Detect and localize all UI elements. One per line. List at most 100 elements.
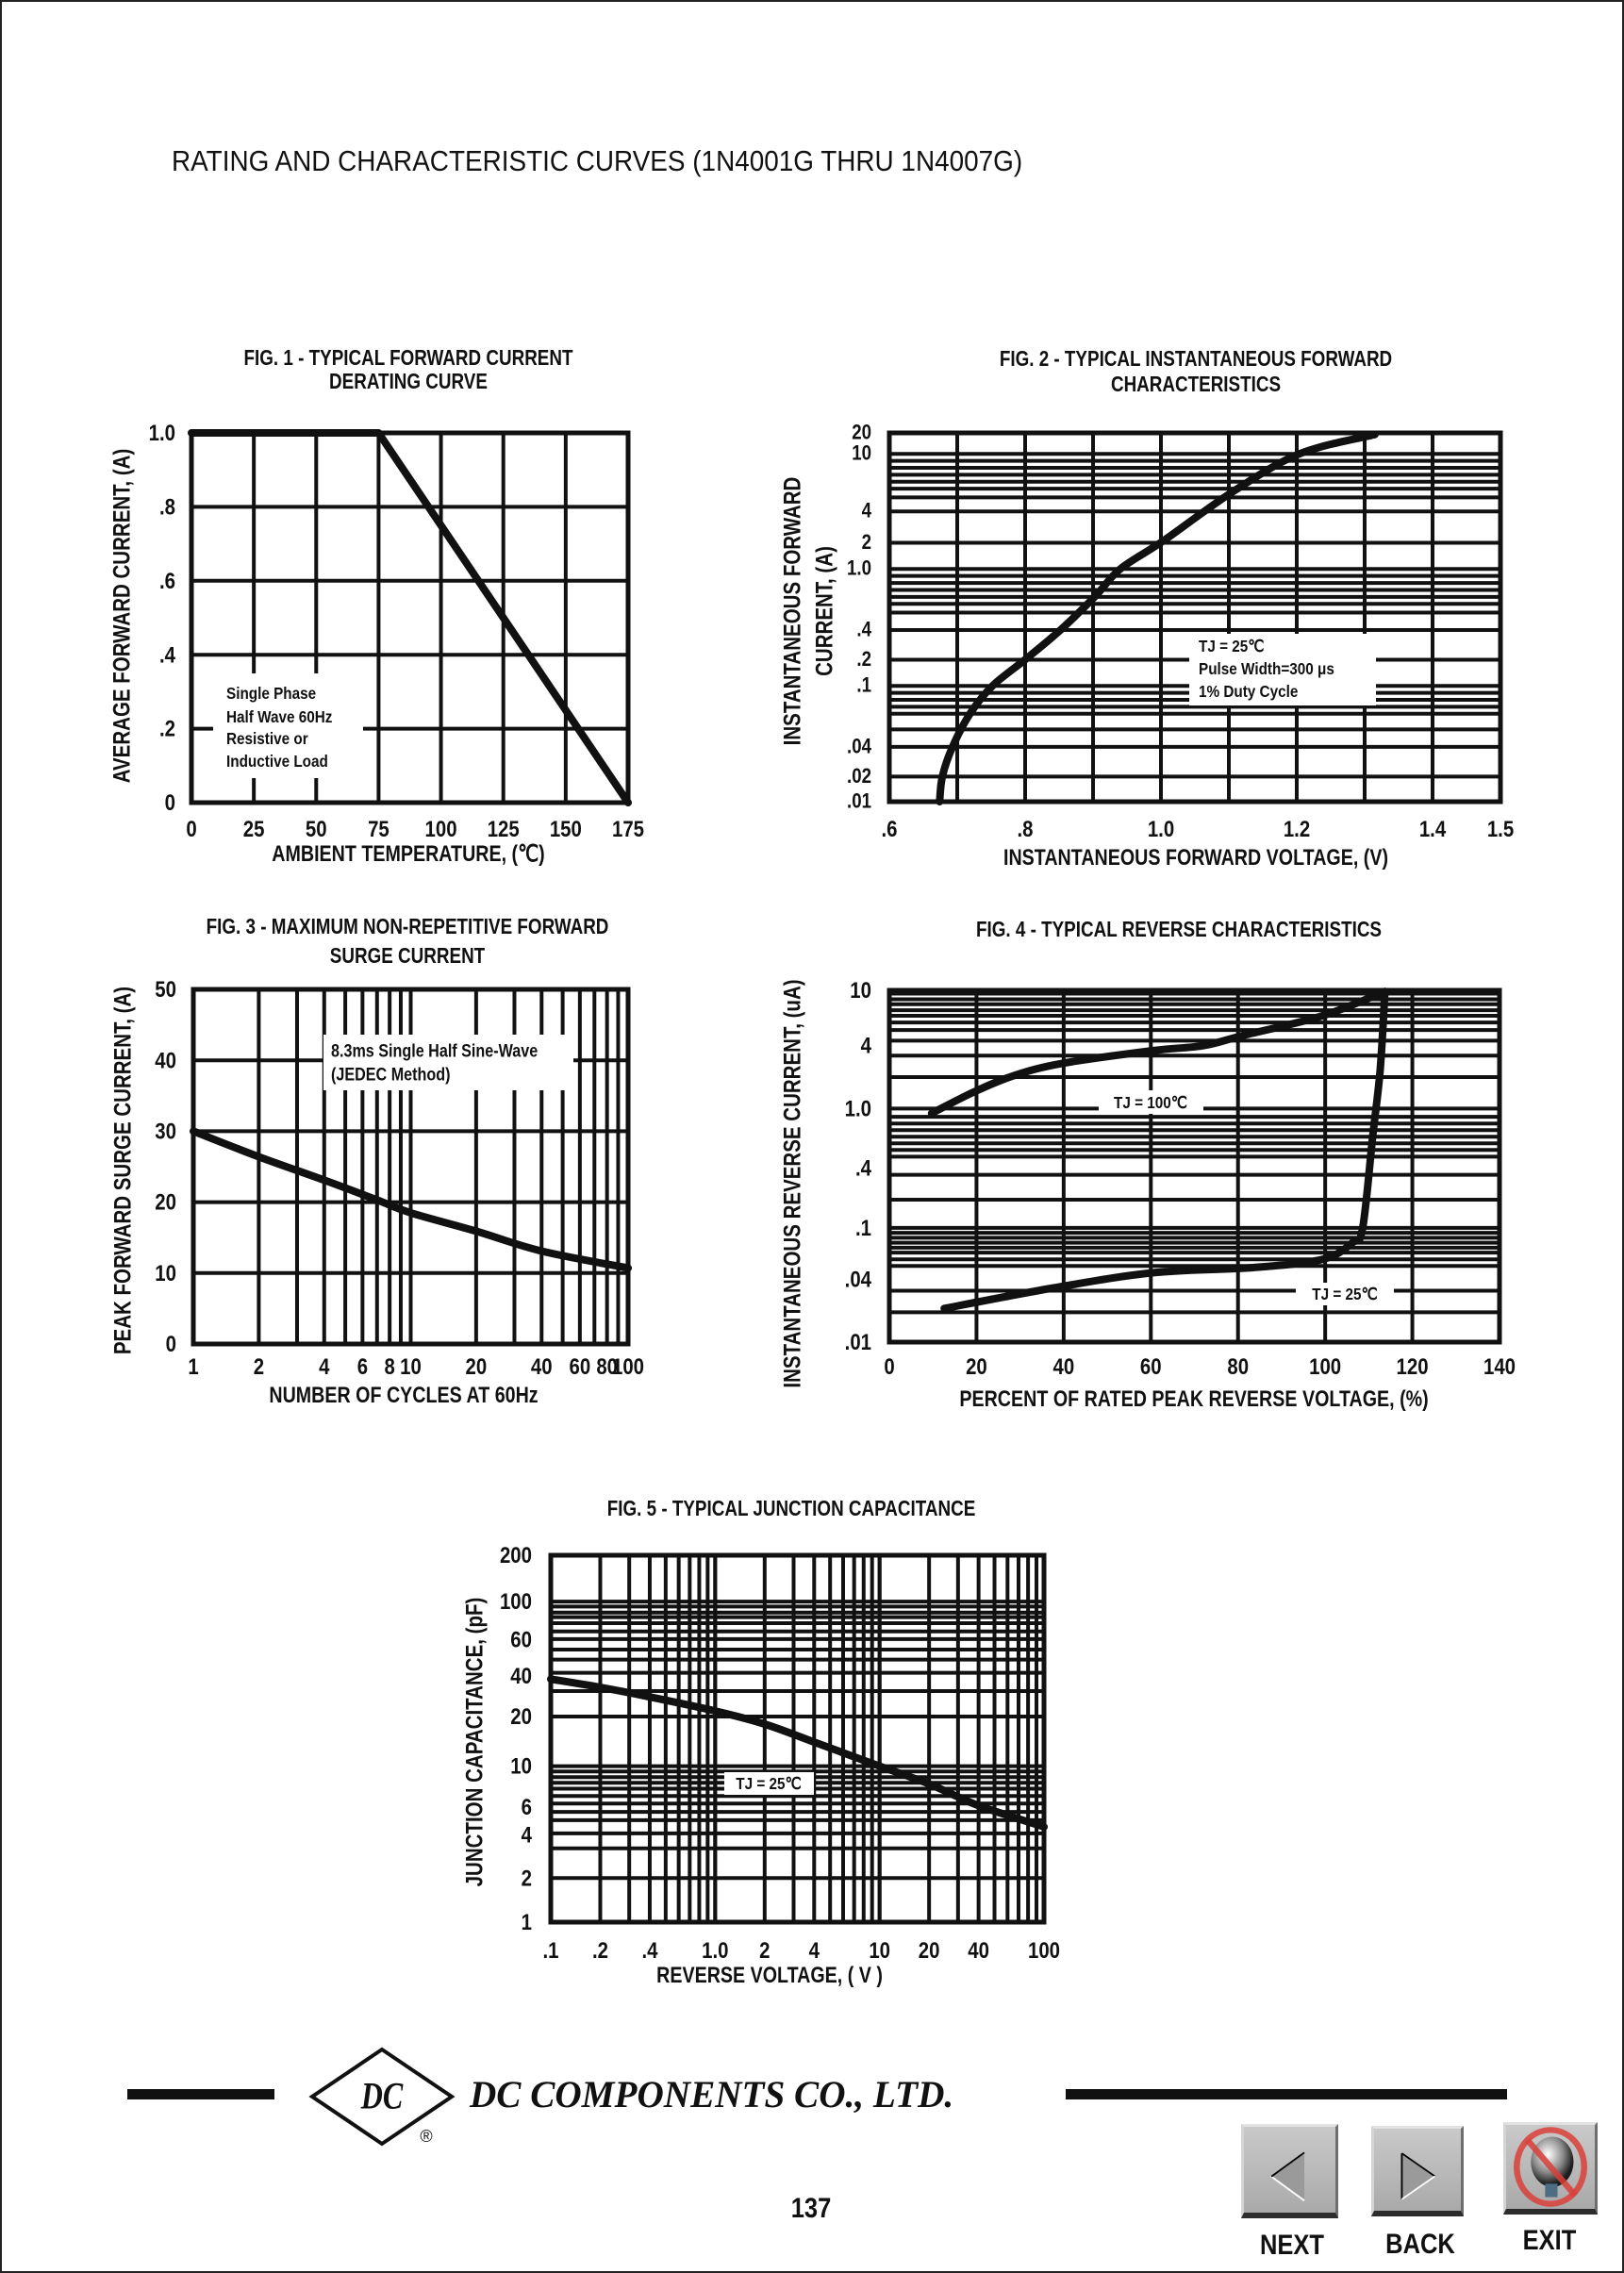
fig3-plot-frame xyxy=(191,987,631,1347)
fig1-x-tick-label: 75 xyxy=(368,817,389,842)
fig3-y-axis-title: PEAK FORWARD SURGE CURRENT, (A) xyxy=(109,987,136,1354)
fig5-x-axis-title: REVERSE VOLTAGE, ( V ) xyxy=(656,1962,883,1987)
fig1-chart: FIG. 1 - TYPICAL FORWARD CURRENTDERATING… xyxy=(108,346,644,866)
fig4-y-tick-label: 1.0 xyxy=(845,1096,871,1121)
fig2-x-tick-label: .6 xyxy=(881,817,897,842)
fig4-title: FIG. 4 - TYPICAL REVERSE CHARACTERISTICS xyxy=(976,918,1382,941)
fig4-x-tick-label: 0 xyxy=(884,1354,894,1380)
fig1-title: FIG. 1 - TYPICAL FORWARD CURRENT xyxy=(243,346,572,370)
logo-monogram: DC xyxy=(360,2075,404,2116)
fig1-y-tick-label: .6 xyxy=(159,568,175,593)
back-label[interactable]: BACK xyxy=(1385,2229,1455,2260)
company-logo: DC ® xyxy=(308,2047,456,2147)
fig4-y-tick-label: .04 xyxy=(845,1267,872,1292)
fig1-y-tick-label: .2 xyxy=(159,716,175,741)
fig5-x-tick-label: 10 xyxy=(869,1938,890,1964)
fig1-series-line xyxy=(188,429,632,806)
fig4-series-label-box xyxy=(1099,1090,1203,1114)
footer-rule-right xyxy=(1066,2089,1507,2099)
fig5-title: FIG. 5 - TYPICAL JUNCTION CAPACITANCE xyxy=(607,1497,976,1520)
fig3-y-tick-label: 50 xyxy=(155,977,176,1003)
fig5-x-tick-label: 2 xyxy=(759,1938,770,1964)
fig1-annotation: Single Phase xyxy=(226,684,316,703)
logo-diamond xyxy=(308,2047,456,2147)
next-button[interactable] xyxy=(1241,2124,1338,2218)
fig1-y-tick-label: .8 xyxy=(159,494,175,520)
fig4-y-tick-label: .01 xyxy=(845,1330,871,1355)
fig4-x-tick-label: 20 xyxy=(966,1354,987,1380)
fig2-y-axis-title: CURRENT, (A) xyxy=(811,546,837,676)
fig4-x-tick-label: 120 xyxy=(1397,1354,1429,1380)
company-name: DC COMPONENTS CO., LTD. xyxy=(469,2074,953,2115)
fig3-chart: FIG. 3 - MAXIMUM NON-REPETITIVE FORWARD S… xyxy=(109,915,644,1407)
fig4-plot-frame xyxy=(887,987,1502,1345)
fig2-annotation: 1% Duty Cycle xyxy=(1199,682,1298,701)
fig5-grid xyxy=(551,1555,1044,1922)
fig4-x-tick-label: 80 xyxy=(1227,1354,1249,1380)
fig2-title: FIG. 2 - TYPICAL INSTANTANEOUS FORWARD xyxy=(1000,347,1392,371)
fig3-annotation-box xyxy=(323,1035,573,1090)
fig2-annotation: Pulse Width=300 μs xyxy=(1199,659,1334,678)
footer-rule-left xyxy=(127,2089,274,2099)
fig3-y-tick-label: 20 xyxy=(155,1189,176,1215)
fig2-grid xyxy=(889,433,1500,802)
fig2-y-tick-label: .1 xyxy=(856,674,871,697)
fig2-y-tick-label: .02 xyxy=(847,766,871,788)
fig3-x-tick-label: 60 xyxy=(570,1354,591,1380)
fig3-x-tick-label: 100 xyxy=(612,1354,644,1380)
fig5-y-tick-label: 10 xyxy=(510,1753,532,1779)
registered-mark: ® xyxy=(420,2127,432,2146)
fig1-x-tick-label: 100 xyxy=(425,817,457,842)
fig2-plot-frame xyxy=(887,430,1503,805)
fig1-title: DERATING CURVE xyxy=(329,370,488,393)
page-number: 137 xyxy=(791,2192,832,2223)
fig1-x-tick-label: 125 xyxy=(488,817,520,842)
no-lightbulb-icon xyxy=(1513,2127,1588,2207)
fig2-x-tick-label: 1.5 xyxy=(1487,817,1514,842)
fig3-x-tick-label: 6 xyxy=(357,1354,368,1380)
next-label[interactable]: NEXT xyxy=(1259,2230,1325,2261)
fig4-series-line xyxy=(927,987,1389,1118)
fig1-y-tick-label: .4 xyxy=(159,642,176,668)
exit-button[interactable] xyxy=(1503,2122,1598,2215)
fig3-series-line xyxy=(190,1127,632,1272)
fig1-x-tick-label: 50 xyxy=(306,817,327,842)
fig1-y-tick-label: 1.0 xyxy=(149,421,175,446)
fig5-y-tick-label: 200 xyxy=(500,1543,532,1568)
fig2-x-tick-label: 1.0 xyxy=(1148,817,1174,842)
exit-label[interactable]: EXIT xyxy=(1522,2225,1577,2256)
fig2-y-tick-label: 1.0 xyxy=(847,557,871,580)
fig5-annotation-box xyxy=(724,1772,814,1795)
fig5-y-tick-label: 6 xyxy=(522,1794,532,1819)
back-button[interactable] xyxy=(1371,2126,1464,2216)
fig3-x-axis-title: NUMBER OF CYCLES AT 60Hz xyxy=(269,1382,538,1407)
fig4-series-label: TJ = 25℃ xyxy=(1312,1285,1378,1303)
fig4-series-label: TJ = 100℃ xyxy=(1114,1093,1187,1112)
fig5-x-tick-label: 1.0 xyxy=(702,1938,728,1964)
fig3-y-tick-label: 40 xyxy=(155,1048,176,1073)
fig4-x-axis-title: PERCENT OF RATED PEAK REVERSE VOLTAGE, (… xyxy=(959,1385,1428,1411)
fig1-plot-frame xyxy=(189,430,631,805)
fig5-annotation: TJ = 25℃ xyxy=(736,1774,802,1793)
fig1-annotation: Resistive or xyxy=(226,729,308,748)
fig4-series-line xyxy=(940,987,1389,1313)
fig3-x-tick-label: 1 xyxy=(188,1354,198,1380)
fig2-y-tick-label: 20 xyxy=(852,422,871,444)
fig5-y-tick-label: 40 xyxy=(510,1664,532,1689)
fig5-x-tick-label: 4 xyxy=(809,1938,820,1964)
fig2-y-tick-label: 2 xyxy=(862,532,871,555)
fig5-y-tick-label: 2 xyxy=(522,1866,532,1891)
fig5-chart: FIG. 5 - TYPICAL JUNCTION CAPACITANCE TJ … xyxy=(461,1497,1060,1987)
fig3-annotation: (JEDEC Method) xyxy=(331,1064,450,1085)
fig3-y-tick-label: 10 xyxy=(155,1260,176,1286)
fig2-series-line xyxy=(936,430,1379,805)
fig2-y-tick-label: .04 xyxy=(847,736,872,758)
fig3-x-tick-label: 8 xyxy=(384,1354,394,1380)
fig3-title: SURGE CURRENT xyxy=(330,944,486,968)
fig2-y-tick-label: .01 xyxy=(847,790,871,813)
fig3-x-tick-label: 40 xyxy=(531,1354,553,1380)
fig2-chart: FIG. 2 - TYPICAL INSTANTANEOUS FORWARDCH… xyxy=(779,347,1514,870)
